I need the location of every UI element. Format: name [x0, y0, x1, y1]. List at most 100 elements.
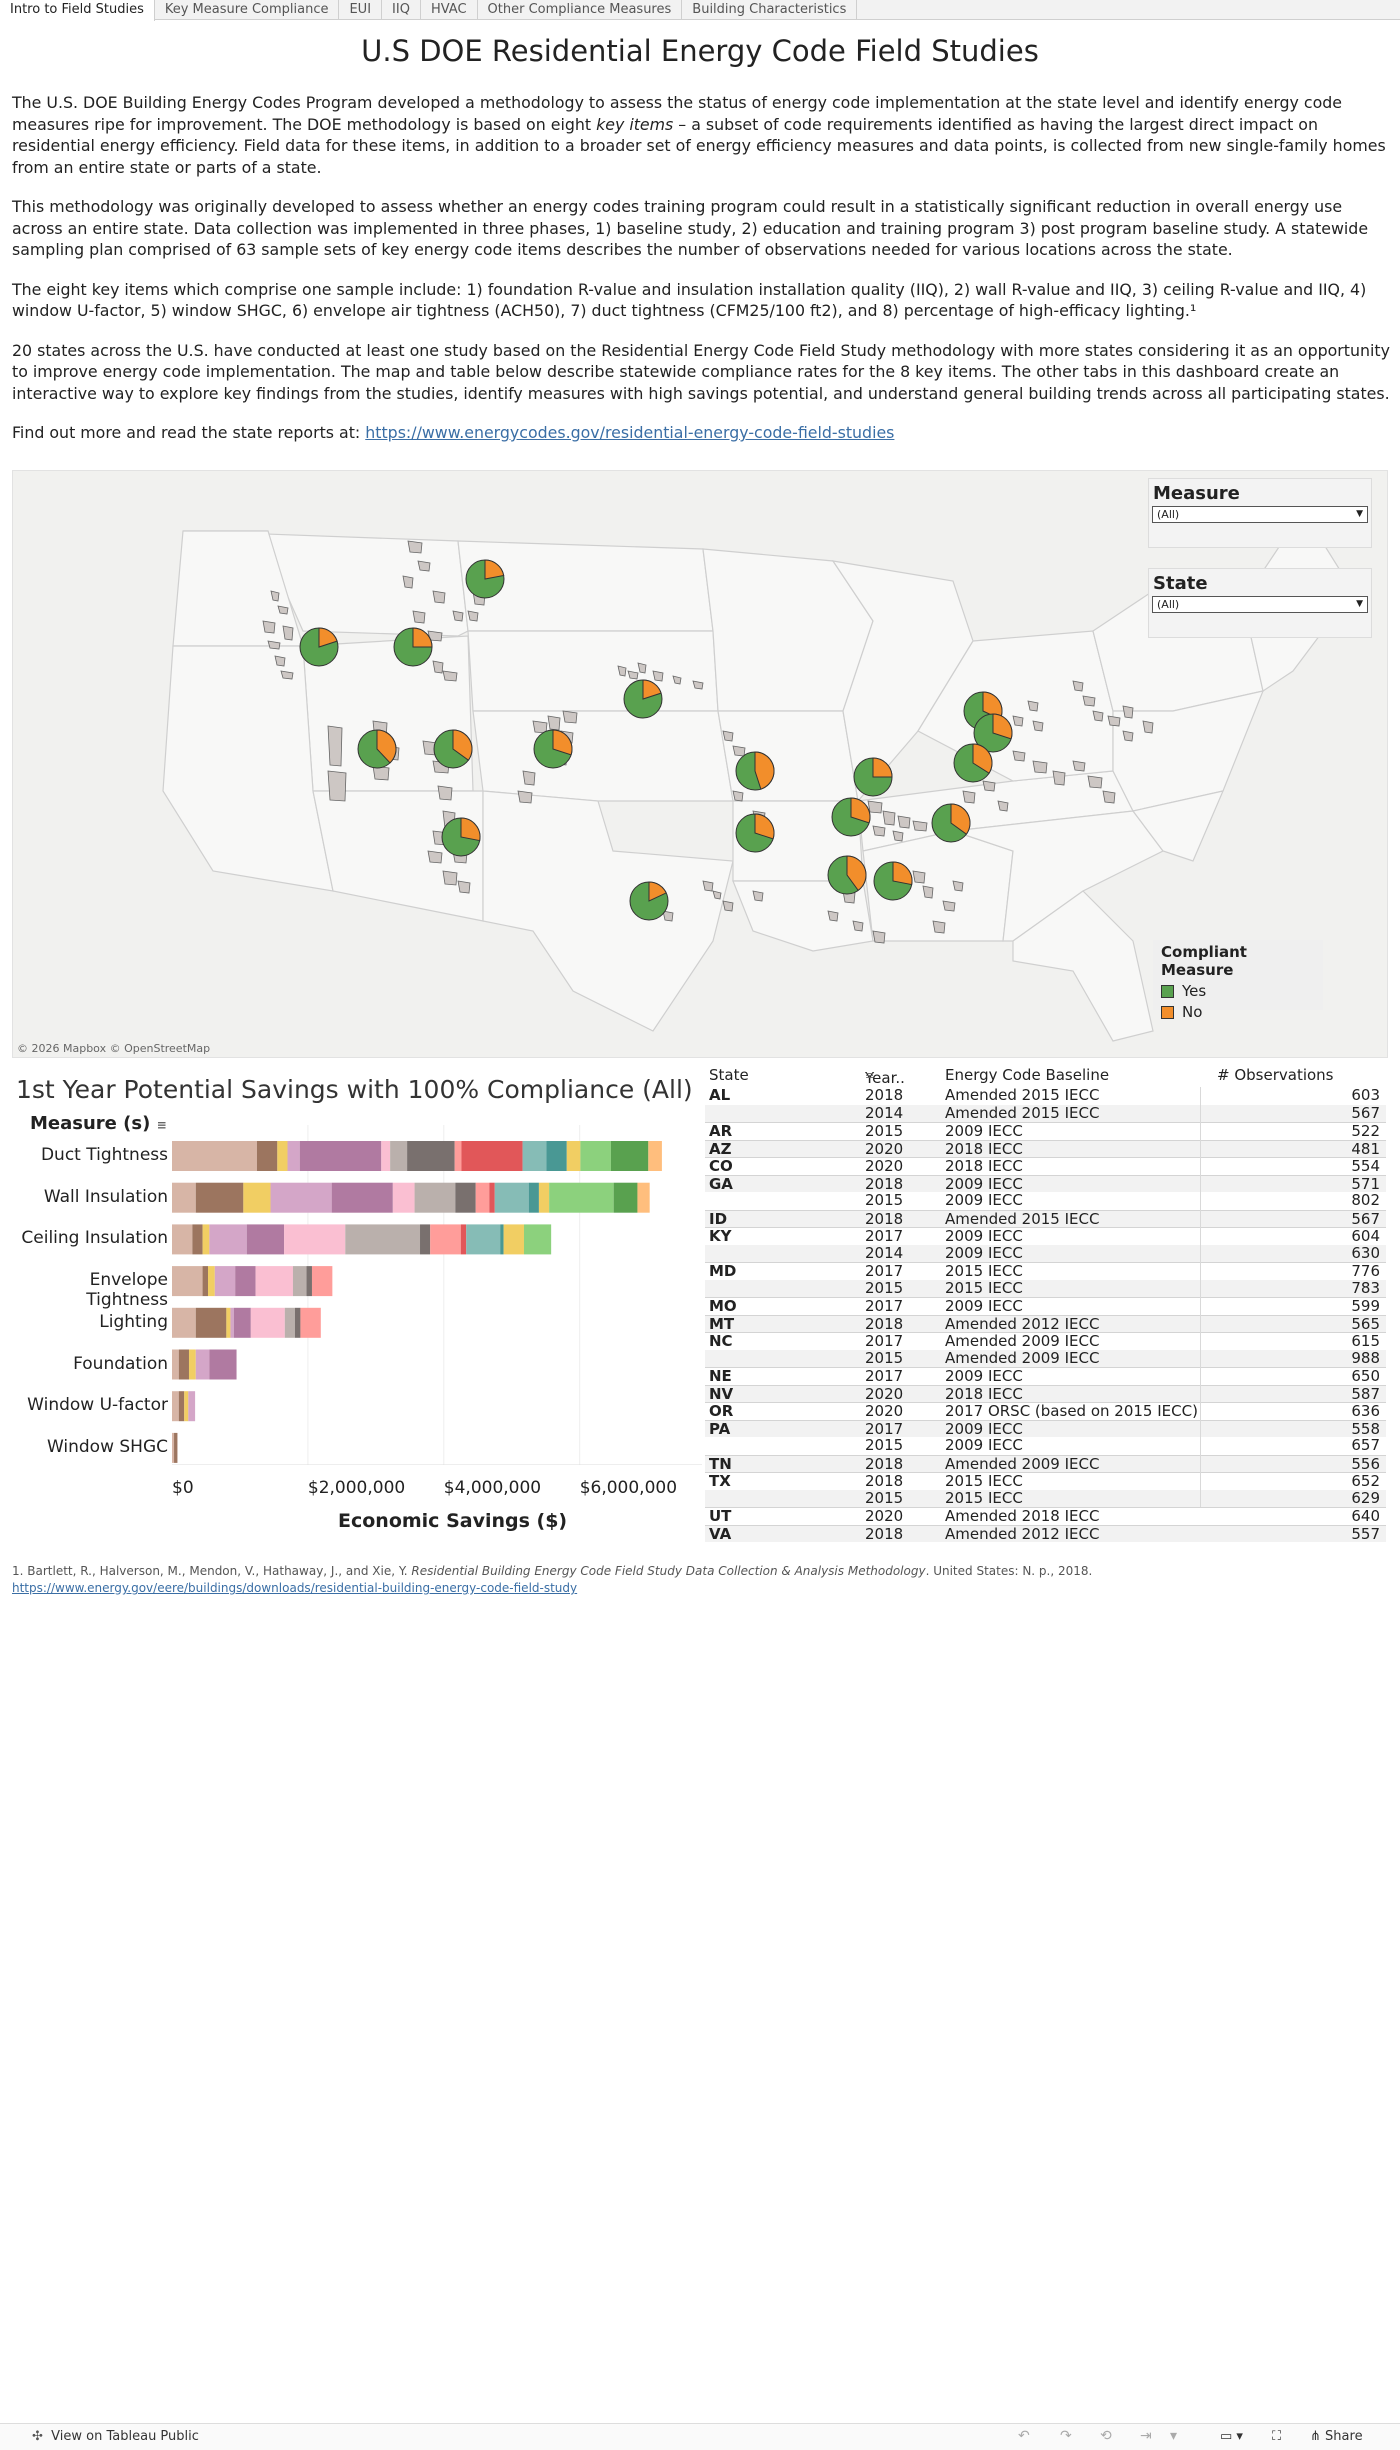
bar-segment[interactable] [414, 1182, 456, 1213]
table-row[interactable]: UT 2020 Amended 2018 IECC 640 [705, 1507, 1386, 1525]
bar-segment[interactable] [235, 1266, 256, 1297]
tab-iiq[interactable]: IIQ [382, 0, 421, 20]
bar-segment[interactable] [331, 1182, 393, 1213]
compliance-pie-tn[interactable] [831, 797, 871, 837]
table-row[interactable]: MD 2017 2015 IECC 776 [705, 1262, 1386, 1280]
compliance-pie-ne[interactable] [623, 679, 663, 719]
compliance-pie-ut[interactable] [433, 729, 473, 769]
table-row[interactable]: TN 2018 Amended 2009 IECC 556 [705, 1454, 1386, 1472]
compliance-pie-ky[interactable] [853, 757, 893, 797]
download-icon[interactable]: ▭ ▾ [1220, 2429, 1243, 2444]
table-row[interactable]: 2014 Amended 2015 IECC 567 [705, 1104, 1386, 1122]
measure-filter-select[interactable]: (All) ▼ [1152, 506, 1368, 523]
table-row[interactable]: MO 2017 2009 IECC 599 [705, 1297, 1386, 1315]
compliance-pie-mt[interactable] [465, 559, 505, 599]
bar-segment[interactable] [209, 1224, 247, 1255]
bar-segment[interactable] [299, 1141, 382, 1171]
bar-segment[interactable] [195, 1349, 210, 1380]
compliance-pie-pa[interactable] [963, 691, 1003, 731]
bar-segment[interactable] [503, 1224, 524, 1255]
bar-segment[interactable] [475, 1182, 490, 1213]
bar-segment[interactable] [613, 1182, 638, 1213]
table-row[interactable]: AZ 2020 2018 IECC 481 [705, 1139, 1386, 1157]
methodology-link[interactable]: https://www.energy.gov/eere/buildings/do… [12, 1581, 578, 1595]
compliance-pie-al[interactable] [827, 855, 867, 895]
bar-segment[interactable] [256, 1141, 278, 1171]
legend-item-no[interactable]: No [1161, 1003, 1323, 1021]
bar-segment[interactable] [311, 1266, 333, 1297]
table-row[interactable]: 2015 Amended 2009 IECC 988 [705, 1349, 1386, 1367]
bar-segment[interactable] [174, 1432, 178, 1463]
legend-item-yes[interactable]: Yes [1161, 982, 1323, 1000]
bar-segment[interactable] [381, 1141, 391, 1171]
table-row[interactable]: AL 2018 Amended 2015 IECC 603 [705, 1086, 1386, 1105]
table-row[interactable]: GA 2018 2009 IECC 571 [705, 1174, 1386, 1192]
bar-segment[interactable] [407, 1141, 455, 1171]
table-row[interactable]: 2015 2009 IECC 657 [705, 1436, 1386, 1455]
compliance-pie-nc[interactable] [931, 803, 971, 843]
bar-segment[interactable] [461, 1141, 523, 1171]
fullscreen-icon[interactable]: ⛶ [1272, 2429, 1282, 2444]
bar-segment[interactable] [430, 1224, 461, 1255]
savings-bars[interactable] [172, 1125, 702, 1465]
bar-segment[interactable] [306, 1266, 312, 1297]
refresh-icon[interactable]: ⇥ [1140, 2428, 1152, 2444]
bar-segment[interactable] [172, 1307, 196, 1338]
bar-segment[interactable] [192, 1224, 203, 1255]
bar-segment[interactable] [195, 1307, 227, 1338]
pause-icon[interactable]: ▾ [1170, 2428, 1178, 2444]
compliance-pie-tx[interactable] [629, 881, 669, 921]
compliance-pie-nv[interactable] [357, 729, 397, 769]
sort-icon[interactable]: ≡ [156, 1118, 167, 1132]
bar-segment[interactable] [610, 1141, 649, 1171]
bar-segment[interactable] [546, 1141, 567, 1171]
bar-segment[interactable] [208, 1266, 215, 1297]
header-state[interactable]: State [709, 1066, 749, 1084]
view-on-tableau-button[interactable]: ✣ View on Tableau Public [32, 2429, 199, 2444]
compliance-pie-va[interactable] [953, 743, 993, 783]
bar-segment[interactable] [202, 1266, 209, 1297]
bar-segment[interactable] [233, 1307, 251, 1338]
bar-segment[interactable] [466, 1224, 501, 1255]
table-row[interactable]: 2015 2015 IECC 783 [705, 1279, 1386, 1297]
bar-segment[interactable] [523, 1224, 552, 1255]
bar-segment[interactable] [522, 1141, 547, 1171]
field-studies-link[interactable]: https://www.energycodes.gov/residential-… [365, 423, 895, 442]
bar-segment[interactable] [528, 1182, 539, 1213]
tab-building-characteristics[interactable]: Building Characteristics [682, 0, 858, 20]
bar-segment[interactable] [172, 1141, 257, 1171]
measure-header[interactable]: Measure (s) ≡ [30, 1113, 167, 1134]
bar-segment[interactable] [178, 1349, 189, 1380]
bar-segment[interactable] [202, 1224, 210, 1255]
table-row[interactable]: KY 2017 2009 IECC 604 [705, 1227, 1386, 1245]
bar-segment[interactable] [178, 1391, 185, 1422]
table-row[interactable]: ID 2018 Amended 2015 IECC 567 [705, 1209, 1386, 1227]
bar-segment[interactable] [566, 1141, 581, 1171]
table-row[interactable]: CO 2020 2018 IECC 554 [705, 1157, 1386, 1175]
bar-segment[interactable] [580, 1141, 611, 1171]
bar-segment[interactable] [390, 1141, 408, 1171]
bar-segment[interactable] [277, 1141, 288, 1171]
bar-segment[interactable] [270, 1182, 332, 1213]
bar-segment[interactable] [184, 1391, 189, 1422]
revert-icon[interactable]: ⟲ [1100, 2428, 1112, 2444]
bar-segment[interactable] [195, 1182, 244, 1213]
bar-segment[interactable] [172, 1432, 175, 1463]
bar-segment[interactable] [284, 1224, 346, 1255]
bar-segment[interactable] [345, 1224, 421, 1255]
bar-segment[interactable] [250, 1307, 285, 1338]
compliance-pie-or[interactable] [299, 627, 339, 667]
bar-segment[interactable] [172, 1266, 203, 1297]
table-row[interactable]: MT 2018 Amended 2012 IECC 565 [705, 1314, 1386, 1332]
bar-segment[interactable] [494, 1182, 529, 1213]
bar-segment[interactable] [188, 1391, 196, 1422]
bar-segment[interactable] [230, 1307, 234, 1338]
compliance-pie-md[interactable] [973, 713, 1013, 753]
bar-segment[interactable] [188, 1349, 196, 1380]
bar-segment[interactable] [420, 1224, 431, 1255]
header-baseline[interactable]: Energy Code Baseline [945, 1066, 1110, 1084]
bar-segment[interactable] [460, 1224, 467, 1255]
tab-other-compliance-measures[interactable]: Other Compliance Measures [478, 0, 683, 20]
redo-icon[interactable]: ↷ [1060, 2428, 1072, 2444]
bar-segment[interactable] [287, 1141, 300, 1171]
